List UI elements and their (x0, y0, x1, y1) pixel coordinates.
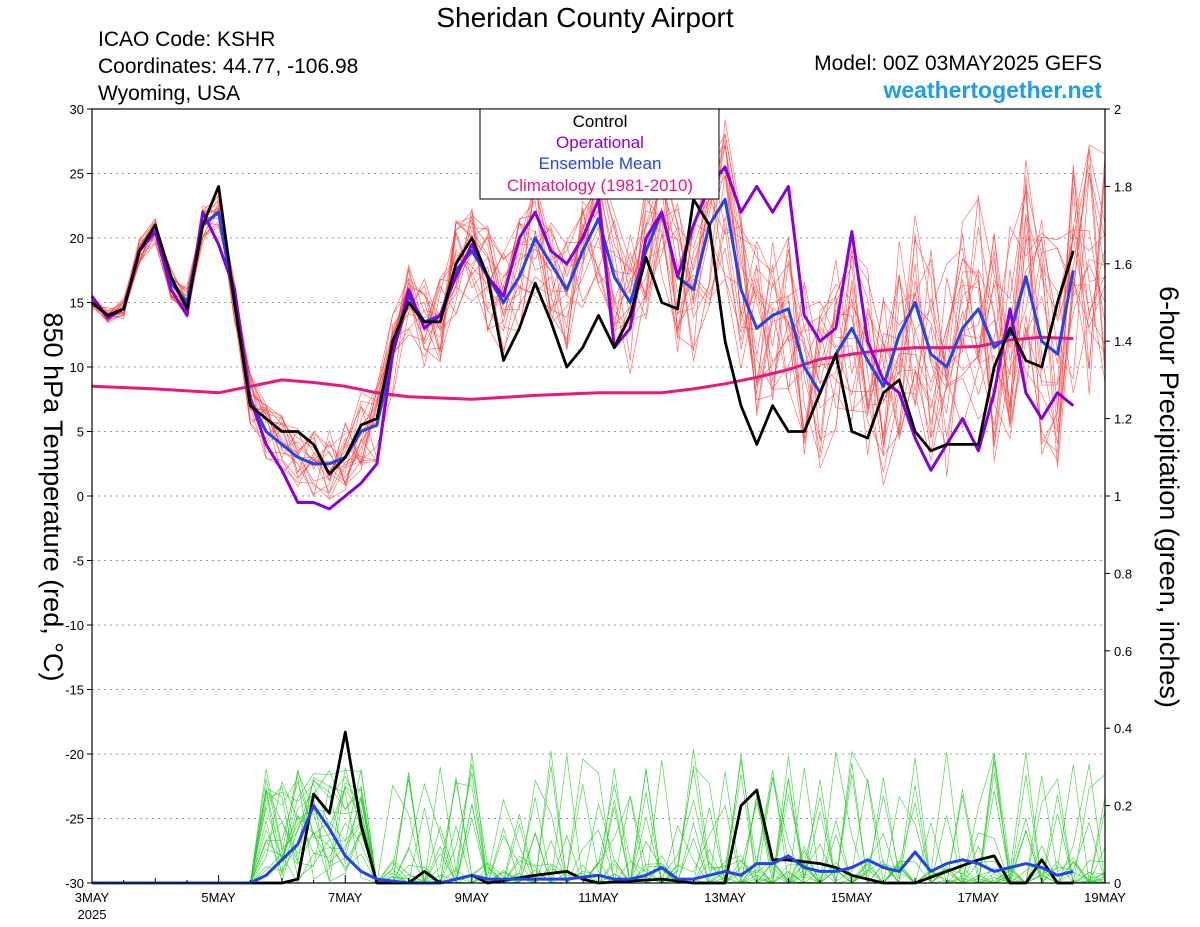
right-tick-label: 1.8 (1114, 179, 1132, 194)
model-run: Model: 00Z 03MAY2025 GEFS (814, 52, 1102, 75)
location: Wyoming, USA (98, 82, 241, 105)
operational-temp-line (90, 165, 1075, 511)
right-tick-label: 0.6 (1114, 644, 1132, 659)
x-tick-label: 19MAY (1084, 890, 1126, 905)
ensemble-precip-line (92, 779, 1106, 884)
legend-climatology: Climatology (1981-2010) (507, 176, 693, 195)
control-temp-line (91, 184, 1075, 476)
right-tick-label: 1.6 (1114, 257, 1132, 272)
ensemble-temp-line (91, 191, 1106, 482)
left-axis-label: 850 hPa Temperature (red, °C) (38, 313, 68, 682)
x-tick-label: 9MAY (455, 890, 490, 905)
left-tick-label: -10 (65, 618, 84, 633)
left-tick-label: -20 (65, 747, 84, 762)
left-tick-label: -5 (72, 554, 84, 569)
ensemble-precip-line (92, 761, 1106, 885)
ensemble-precip-line (92, 762, 1106, 884)
left-tick-label: -25 (65, 812, 84, 827)
right-axis-label: 6-hour Precipitation (green, inches) (1154, 286, 1184, 708)
left-tick-label: 5 (77, 425, 84, 440)
right-tick-label: 0.4 (1114, 721, 1132, 736)
left-tick-label: 20 (70, 231, 84, 246)
legend-operational: Operational (556, 133, 644, 152)
left-tick-label: 25 (70, 167, 84, 182)
climatology-temp-line (91, 335, 1074, 401)
site-link[interactable]: weathertogether.net (883, 77, 1102, 103)
mean-precip-line (92, 804, 1074, 885)
ensemble-temp-line (91, 172, 1106, 468)
right-tick-label: 1.2 (1114, 412, 1132, 427)
left-tick-label: -30 (65, 876, 84, 891)
right-tick-label: 0.2 (1114, 799, 1132, 814)
left-tick-label: 0 (77, 489, 84, 504)
ensemble-precip-line (92, 768, 1105, 884)
x-tick-label: 13MAY (704, 890, 746, 905)
ensemble-precip-line (92, 769, 1106, 884)
left-tick-label: 30 (70, 102, 84, 117)
legend-ensemble-mean: Ensemble Mean (539, 154, 662, 173)
right-tick-label: 1 (1114, 489, 1121, 504)
ensemble-precip-line (92, 768, 1106, 884)
x-tick-label: 11MAY (578, 890, 619, 905)
ensemble-precip-line (92, 768, 1105, 884)
ensemble-temp-line (91, 165, 1106, 498)
left-tick-label: -15 (65, 683, 84, 698)
x-tick-label: 17MAY (958, 890, 1000, 905)
right-tick-label: 1.4 (1114, 334, 1132, 349)
ensemble-precip-line (92, 759, 1106, 884)
ensemble-precip-line (92, 760, 1106, 884)
ensemble-temp-line (91, 168, 1106, 482)
axis-ticks: -30-25-20-15-10-505101520253000.20.40.60… (65, 102, 1132, 922)
x-tick-label: 5MAY (201, 890, 236, 905)
x-tick-label: 15MAY (831, 890, 873, 905)
coordinates: Coordinates: 44.77, -106.98 (98, 55, 359, 78)
legend-control: Control (573, 112, 628, 131)
right-tick-label: 0.8 (1114, 566, 1132, 581)
right-tick-label: 2 (1114, 102, 1121, 117)
chart-title: Sheridan County Airport (436, 2, 734, 33)
right-tick-label: 0 (1114, 876, 1121, 891)
main-series-lines (90, 165, 1075, 885)
icao-code: ICAO Code: KSHR (98, 28, 276, 51)
legend: Control Operational Ensemble Mean Climat… (479, 108, 720, 200)
x-tick-label: 3MAY (75, 890, 110, 905)
ensemble-precip-line (92, 772, 1106, 884)
ensemble-temp-line (91, 159, 1106, 488)
x-tick-year: 2025 (78, 907, 107, 922)
x-tick-label: 7MAY (328, 890, 363, 905)
grid-lines (92, 173, 1105, 819)
left-tick-label: 10 (70, 360, 84, 375)
legend-box (479, 108, 720, 200)
left-tick-label: 15 (70, 296, 84, 311)
